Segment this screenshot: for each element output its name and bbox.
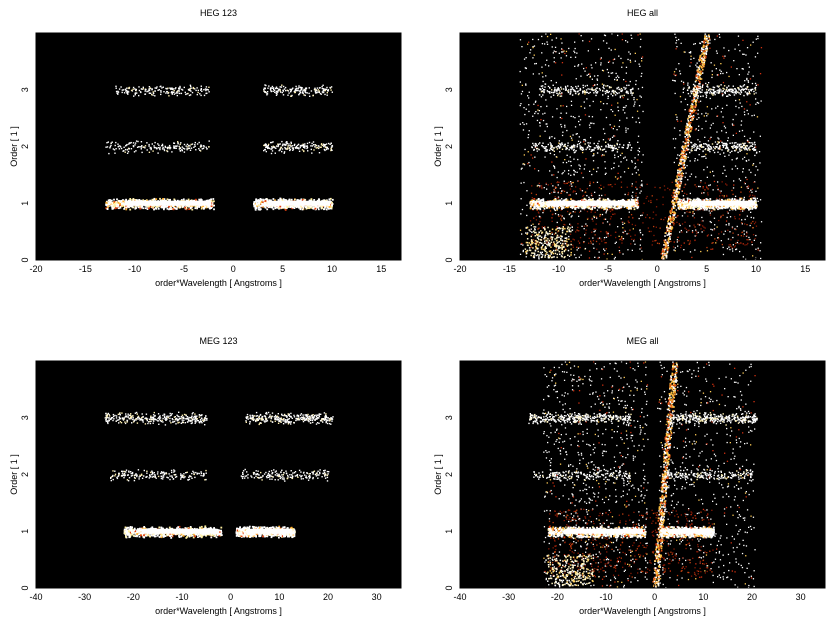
y-tick-label: 0 <box>20 585 30 590</box>
x-tick-label: -30 <box>78 592 91 602</box>
y-tick-label: 2 <box>20 144 30 149</box>
y-tick-label: 3 <box>444 87 454 92</box>
x-tick-label: -20 <box>551 592 564 602</box>
x-tick-label: 30 <box>372 592 382 602</box>
y-axis-label: Order [ 1 ] <box>9 126 19 167</box>
y-tick-label: 2 <box>20 472 30 477</box>
x-tick-label: -5 <box>180 264 188 274</box>
x-tick-label: -5 <box>604 264 612 274</box>
panel-meg-123: MEG 123 -40 -30 -20 -10 0 10 20 30 0 1 2 3 order*Wave… <box>9 336 402 616</box>
x-tick-label: 0 <box>231 264 236 274</box>
x-tick-label: -20 <box>453 264 466 274</box>
x-tick-label: 0 <box>655 264 660 274</box>
y-tick-label: 1 <box>444 529 454 534</box>
x-tick-label: -15 <box>503 264 516 274</box>
x-tick-label: 0 <box>652 592 657 602</box>
x-tick-label: -10 <box>175 592 188 602</box>
counts-image <box>104 411 334 539</box>
x-axis-label: order*Wavelength [ Angstroms ] <box>579 606 706 616</box>
y-tick-label: 0 <box>20 257 30 262</box>
x-axis-label: order*Wavelength [ Angstroms ] <box>579 278 706 288</box>
counts-image <box>105 84 334 211</box>
x-tick-label: 30 <box>796 592 806 602</box>
y-tick-label: 3 <box>20 415 30 420</box>
x-tick-label: -10 <box>552 264 565 274</box>
counts-image <box>528 361 758 588</box>
x-tick-label: 10 <box>274 592 284 602</box>
panel-meg-all: MEG all -40 -30 -20 -10 0 10 20 30 0 1 2 3 order*Wave… <box>433 336 826 616</box>
y-tick-label: 0 <box>444 585 454 590</box>
x-tick-label: -10 <box>599 592 612 602</box>
x-tick-label: 10 <box>698 592 708 602</box>
y-axis-label: Order [ 1 ] <box>9 454 19 495</box>
x-tick-label: -40 <box>453 592 466 602</box>
y-tick-label: 0 <box>444 257 454 262</box>
x-tick-label: 15 <box>376 264 386 274</box>
panel-heg-123: HEG 123 -20 -15 -10 -5 0 5 10 15 0 1 2 3 order*Wavele… <box>9 8 402 288</box>
panel-heg-all: HEG all -20 -15 -10 -5 0 5 10 15 0 1 2 3 order*Wavele… <box>433 8 826 288</box>
y-tick-label: 1 <box>444 201 454 206</box>
x-axis-label: order*Wavelength [ Angstroms ] <box>155 278 282 288</box>
plot-area <box>460 33 825 260</box>
panel-title: HEG 123 <box>200 8 237 18</box>
x-tick-label: 10 <box>751 264 761 274</box>
x-tick-label: 5 <box>280 264 285 274</box>
x-tick-label: 15 <box>800 264 810 274</box>
y-tick-label: 2 <box>444 472 454 477</box>
y-tick-label: 1 <box>20 201 30 206</box>
panel-title: MEG 123 <box>199 336 237 346</box>
plot-area <box>460 361 825 588</box>
y-axis-label: Order [ 1 ] <box>433 454 443 495</box>
plot-area <box>36 33 401 260</box>
panel-title: HEG all <box>627 8 658 18</box>
x-tick-label: -20 <box>127 592 140 602</box>
x-tick-label: 20 <box>323 592 333 602</box>
counts-image <box>519 33 763 260</box>
x-tick-label: -40 <box>29 592 42 602</box>
x-tick-label: -10 <box>128 264 141 274</box>
x-axis-label: order*Wavelength [ Angstroms ] <box>155 606 282 616</box>
x-tick-label: 20 <box>747 592 757 602</box>
x-tick-label: -20 <box>29 264 42 274</box>
x-tick-label: -15 <box>79 264 92 274</box>
x-tick-label: 5 <box>704 264 709 274</box>
y-tick-label: 3 <box>444 415 454 420</box>
y-tick-label: 3 <box>20 87 30 92</box>
y-tick-label: 1 <box>20 529 30 534</box>
x-tick-label: 10 <box>327 264 337 274</box>
y-tick-label: 2 <box>444 144 454 149</box>
panel-title: MEG all <box>626 336 658 346</box>
y-axis-label: Order [ 1 ] <box>433 126 443 167</box>
plot-area <box>36 361 401 588</box>
x-tick-label: -30 <box>502 592 515 602</box>
x-tick-label: 0 <box>228 592 233 602</box>
